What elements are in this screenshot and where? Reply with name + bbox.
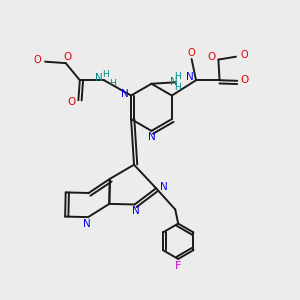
Text: F: F	[174, 261, 181, 271]
Text: N: N	[132, 206, 140, 216]
Text: H: H	[109, 79, 116, 88]
Text: H: H	[175, 72, 181, 81]
Text: O: O	[63, 52, 71, 62]
Text: O: O	[208, 52, 216, 62]
Text: N: N	[186, 72, 194, 82]
Text: O: O	[241, 75, 249, 85]
Text: N: N	[121, 89, 128, 99]
Text: N: N	[160, 182, 167, 192]
Text: N: N	[95, 73, 103, 83]
Text: H: H	[175, 83, 181, 92]
Text: H: H	[102, 70, 109, 79]
Text: N: N	[148, 132, 155, 142]
Text: N: N	[170, 77, 178, 87]
Text: O: O	[33, 55, 41, 65]
Text: O: O	[68, 97, 76, 107]
Text: O: O	[241, 50, 248, 60]
Text: O: O	[188, 47, 195, 58]
Text: N: N	[83, 219, 91, 229]
